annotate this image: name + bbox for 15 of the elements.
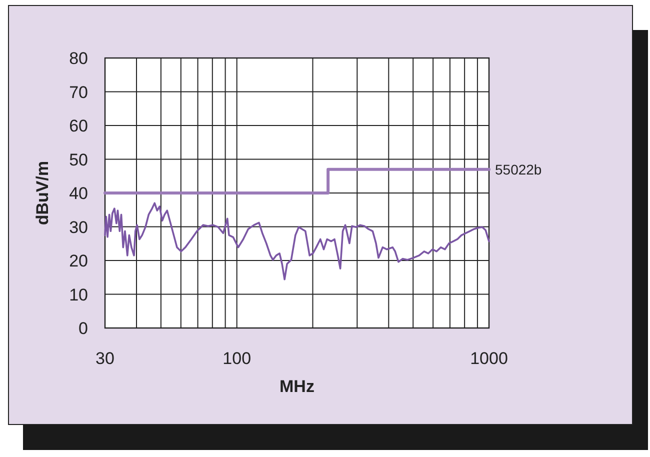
x-tick-label: 1000 — [470, 349, 508, 368]
y-tick-label: 0 — [78, 319, 88, 338]
series-label: 55022b — [495, 161, 542, 178]
y-tick-label: 60 — [69, 116, 88, 136]
x-tick-label: 100 — [222, 349, 252, 368]
y-axis-title: dBuV/m — [33, 160, 52, 226]
y-tick-label: 40 — [69, 184, 88, 203]
y-tick-label: 70 — [69, 82, 88, 102]
y-tick-label: 80 — [69, 49, 88, 68]
y-tick-label: 30 — [69, 218, 88, 237]
x-tick-label: 30 — [96, 349, 114, 368]
y-tick-label: 20 — [69, 252, 88, 270]
x-axis-title: MHz — [280, 377, 314, 396]
y-tick-label: 50 — [69, 150, 88, 170]
y-tick-label: 10 — [69, 285, 88, 304]
